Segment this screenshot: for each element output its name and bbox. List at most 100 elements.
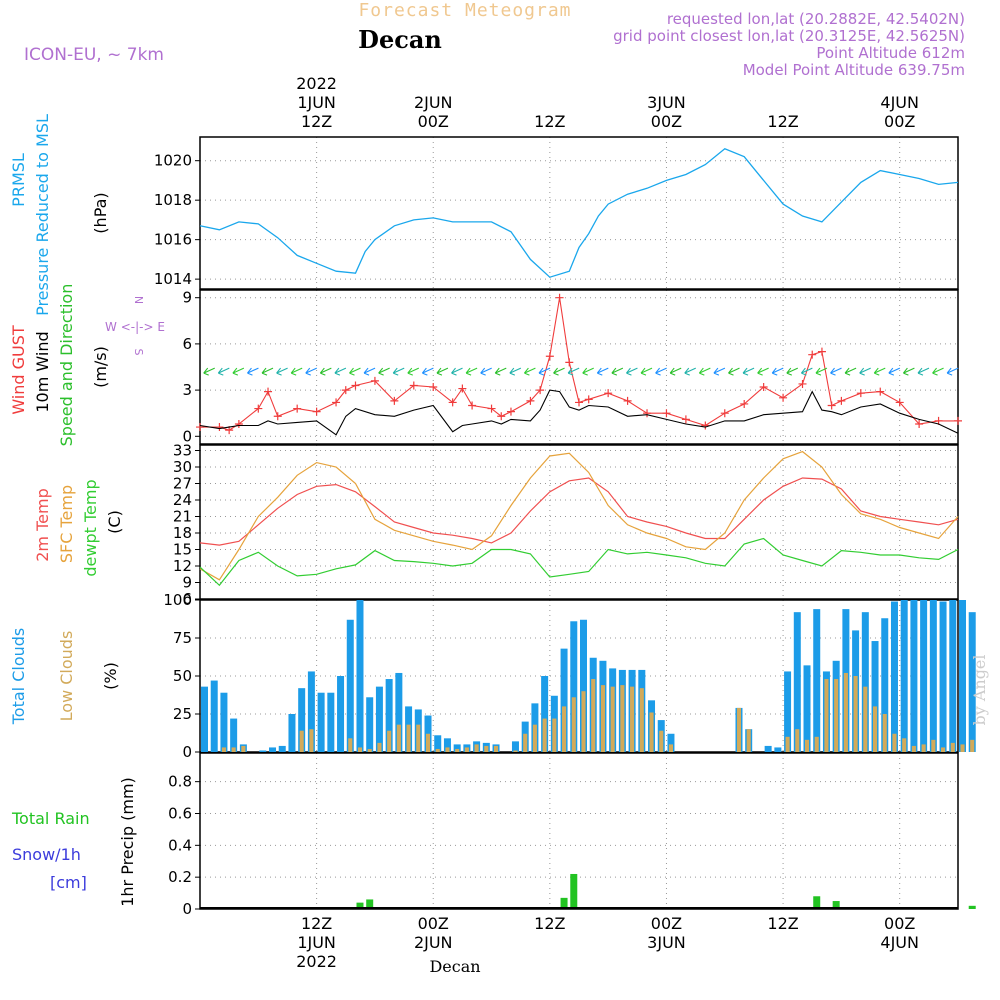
compass-s: S [132,349,145,356]
bar-total-clouds [346,619,354,752]
gust-marker [409,381,418,390]
bar-low-clouds [600,685,605,752]
bar-total-clouds [278,745,286,752]
y-tick-label: 33 [173,442,192,460]
wind-arrow [698,367,711,376]
time-label-top: 2JUN [414,93,453,112]
bar-low-clouds [406,724,411,752]
gust-marker [506,407,515,416]
wind-arrow [640,367,653,376]
bar-low-clouds [523,733,528,752]
gust-marker [264,387,273,396]
gust-marker [429,383,438,392]
y-tick-label: 1016 [154,231,192,249]
bar-total-clouds [269,747,277,752]
bar-low-clouds [445,747,450,752]
bar-total-clouds [570,621,578,752]
bar-rain [356,902,364,909]
wind-arrow [932,367,944,376]
bar-total-clouds [307,671,315,752]
bar-low-clouds [435,748,440,752]
label-hpa: (hPa) [91,192,110,233]
panel-frame [199,444,959,600]
wind-arrow [742,367,755,376]
bar-total-clouds [803,665,811,752]
bar-low-clouds [921,744,926,752]
bar-low-clouds [542,718,547,752]
bar-total-clouds [317,692,325,752]
bar-low-clouds [299,730,304,752]
wind-arrow [509,367,522,376]
gust-marker [817,347,826,356]
time-label-bottom: 00Z [884,914,915,933]
gust-marker [740,399,749,408]
label-dewpt-temp: dewpt Temp [81,479,100,576]
bar-low-clouds [221,747,226,752]
wind-arrow [786,367,799,376]
bar-total-clouds [327,692,335,752]
time-label-top: 00Z [418,112,449,131]
gust-marker [584,395,593,404]
wind-arrow [684,367,696,376]
bar-total-clouds [949,600,957,752]
label-low-clouds: Low Clouds [57,631,76,722]
y-tick-label: 21 [173,508,192,526]
wind-arrow [567,367,580,376]
y-tick-label: 75 [173,629,192,647]
gust-marker [720,409,729,418]
bar-low-clouds [649,712,654,752]
label-10m-wind: 10m Wind [33,331,52,412]
gust-marker [798,379,807,388]
panel-frame [199,599,959,753]
wind-arrow [844,367,857,376]
gust-marker [332,398,341,407]
wind-arrow [917,367,930,376]
model-name: ICON-EU, ~ 7km [24,45,164,65]
bar-total-clouds [580,619,587,752]
y-tick-label: 27 [173,475,192,493]
gust-marker [604,389,613,398]
y-tick-label: 0 [182,743,192,761]
y-tick-label: 9 [182,574,192,592]
time-label-bottom: 4JUN [880,933,919,952]
bar-low-clouds [668,744,674,752]
wind-arrow [305,367,317,376]
bar-total-clouds [288,714,296,752]
gust-marker [370,376,379,385]
bar-total-clouds [356,600,364,752]
wind-arrow [830,367,842,376]
gust-marker [895,398,904,407]
label-prmsl: PRMSL [9,153,28,207]
bar-total-clouds [434,735,442,752]
wind-arrow [611,367,624,376]
wind-arrow [261,367,274,376]
wind-arrow [290,367,303,376]
bar-low-clouds [863,686,868,752]
bar-total-clouds [541,676,549,752]
chart-title: Forecast Meteogram [358,0,571,21]
wind-arrow [421,367,434,376]
bar-total-clouds [220,692,228,752]
time-label-bottom: 2022 [296,952,337,971]
y-tick-label: 3 [182,381,192,399]
bar-low-clouds [562,706,567,752]
gust-marker [643,409,652,418]
bar-low-clouds [882,714,887,752]
wind-arrow [392,367,405,376]
wind-arrow [655,367,667,376]
y-tick-label: 9 [182,289,192,307]
time-label-top: 4JUN [880,93,919,112]
gust-marker [341,386,350,395]
bar-low-clouds [396,724,401,752]
bar-low-clouds [416,724,421,752]
bar-low-clouds [571,697,576,752]
wind-arrow [946,367,959,376]
bar-low-clouds [241,745,246,752]
bar-total-clouds [881,618,889,752]
y-tick-label: 30 [173,458,192,476]
gust-marker [915,419,924,428]
bar-total-clouds [871,641,879,752]
bar-low-clouds [736,707,742,752]
wind-arrow [349,367,361,376]
bar-low-clouds [532,724,537,752]
